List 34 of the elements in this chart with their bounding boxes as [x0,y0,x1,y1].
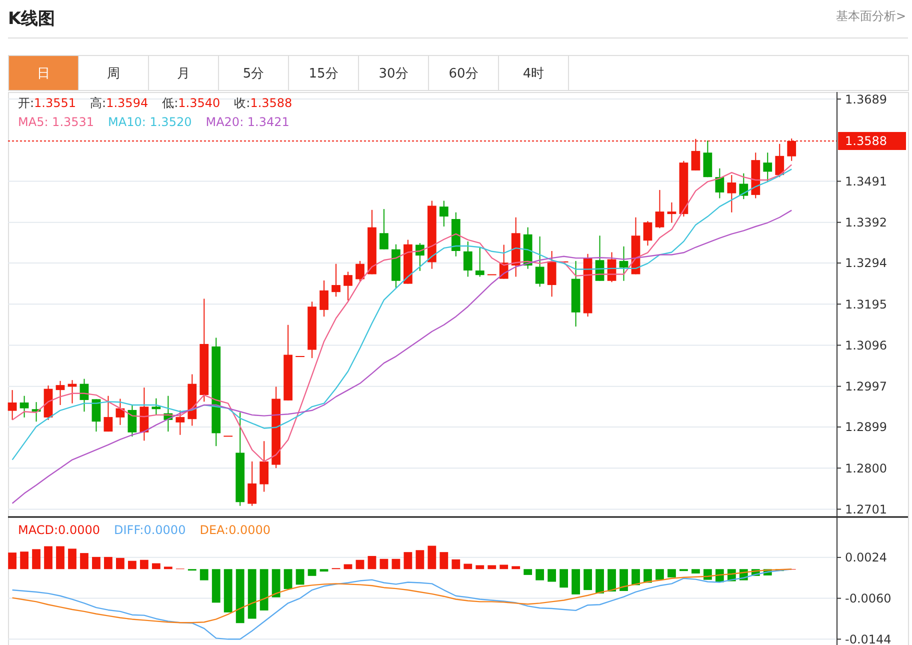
annotation: 收:1.3588 [234,96,292,110]
y-tick-label: 1.3392 [845,216,887,230]
annotation: 开:1.3551 [18,96,76,110]
text: 15分 [308,66,338,82]
series-label: MACD:0.0000 [18,523,100,537]
annotation: 低:1.3540 [162,96,220,110]
y-tick-label: 1.3096 [845,338,887,352]
text: 周 [107,66,120,82]
chart-title: K线图 [8,9,56,29]
y-tick-label: 1.3491 [845,174,887,188]
y-tick-label: 0.0024 [845,550,887,565]
text: 30分 [378,66,408,82]
text: 60分 [448,66,478,82]
ref-line-label: 1.3588 [845,134,887,148]
text: DIFF:0.0000 [114,523,186,537]
text: MA10: 1.3520 [108,115,192,129]
y-tick-label: -0.0060 [845,591,892,606]
y-tick-label: 1.2899 [845,420,887,434]
text: MA20: 1.3421 [206,115,290,129]
y-tick-label: 1.3689 [845,92,887,106]
y-tick-label: -0.0144 [845,632,892,645]
text: 月 [177,66,190,82]
text: DEA:0.0000 [200,523,271,537]
y-tick-label: 1.2997 [845,380,887,394]
text: MA5: 1.3531 [18,115,94,129]
text: 日 [37,66,50,82]
y-tick-label: 1.2701 [845,502,887,516]
y-tick-label: 1.2800 [845,461,887,476]
text: 基本面分析> [836,9,906,23]
text: 4时 [522,66,544,82]
y-tick-label: 1.3195 [845,297,887,312]
annotation: 高:1.3594 [90,96,148,110]
y-tick-label: 1.3294 [845,256,887,270]
text: 5分 [242,66,264,82]
